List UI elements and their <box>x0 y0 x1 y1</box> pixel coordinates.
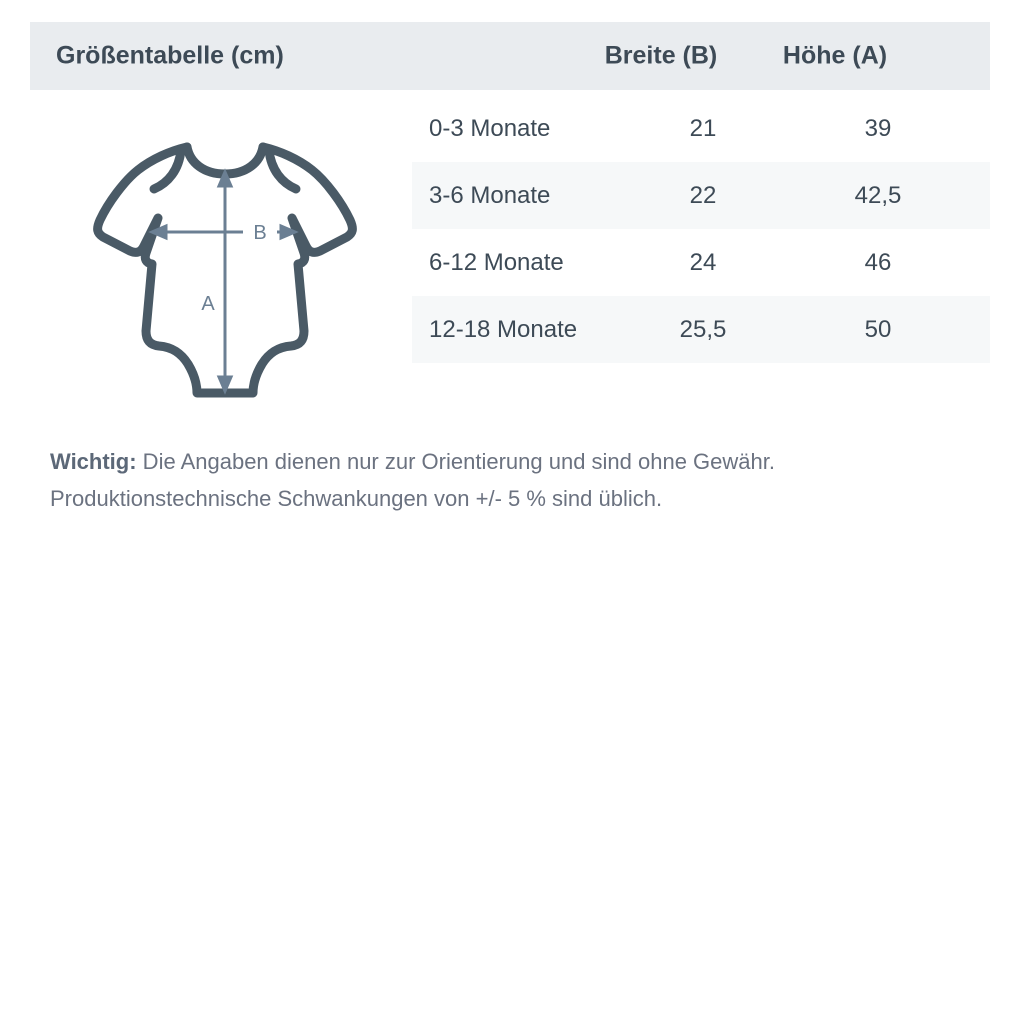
disclaimer-lead: Wichtig: <box>50 449 137 474</box>
cell-size: 0-3 Monate <box>429 114 551 142</box>
cell-size: 6-12 Monate <box>429 248 564 276</box>
disclaimer-text: Die Angaben dienen nur zur Orientierung … <box>50 449 775 511</box>
cell-width: 24 <box>689 248 717 276</box>
cell-height: 39 <box>864 114 892 142</box>
cell-height: 50 <box>864 315 892 343</box>
table-row: 3-6 Monate 22 42,5 <box>412 162 990 229</box>
cell-width: 25,5 <box>679 315 727 343</box>
cell-height: 46 <box>864 248 892 276</box>
width-label: B <box>253 222 266 244</box>
column-header-height: Höhe (A) <box>782 41 888 70</box>
table-row: 0-3 Monate 21 39 <box>412 95 990 162</box>
disclaimer-note: Wichtig: Die Angaben dienen nur zur Orie… <box>50 443 970 517</box>
bodysuit-diagram: A B <box>80 125 370 415</box>
cell-size: 3-6 Monate <box>429 181 551 209</box>
size-table: 0-3 Monate 21 39 3-6 Monate 22 42,5 6-12… <box>412 95 990 363</box>
table-header-band: Größentabelle (cm) Breite (B) Höhe (A) <box>30 22 990 90</box>
height-label: A <box>201 293 215 315</box>
column-header-width: Breite (B) <box>604 41 718 70</box>
width-measure-arrow <box>148 223 299 241</box>
height-measure-arrow <box>216 168 234 395</box>
cell-width: 22 <box>689 181 717 209</box>
table-row: 6-12 Monate 24 46 <box>412 229 990 296</box>
table-row: 12-18 Monate 25,5 50 <box>412 296 990 363</box>
page-title: Größentabelle (cm) <box>56 41 284 70</box>
cell-height: 42,5 <box>854 181 902 209</box>
cell-width: 21 <box>689 114 717 142</box>
cell-size: 12-18 Monate <box>429 315 578 343</box>
